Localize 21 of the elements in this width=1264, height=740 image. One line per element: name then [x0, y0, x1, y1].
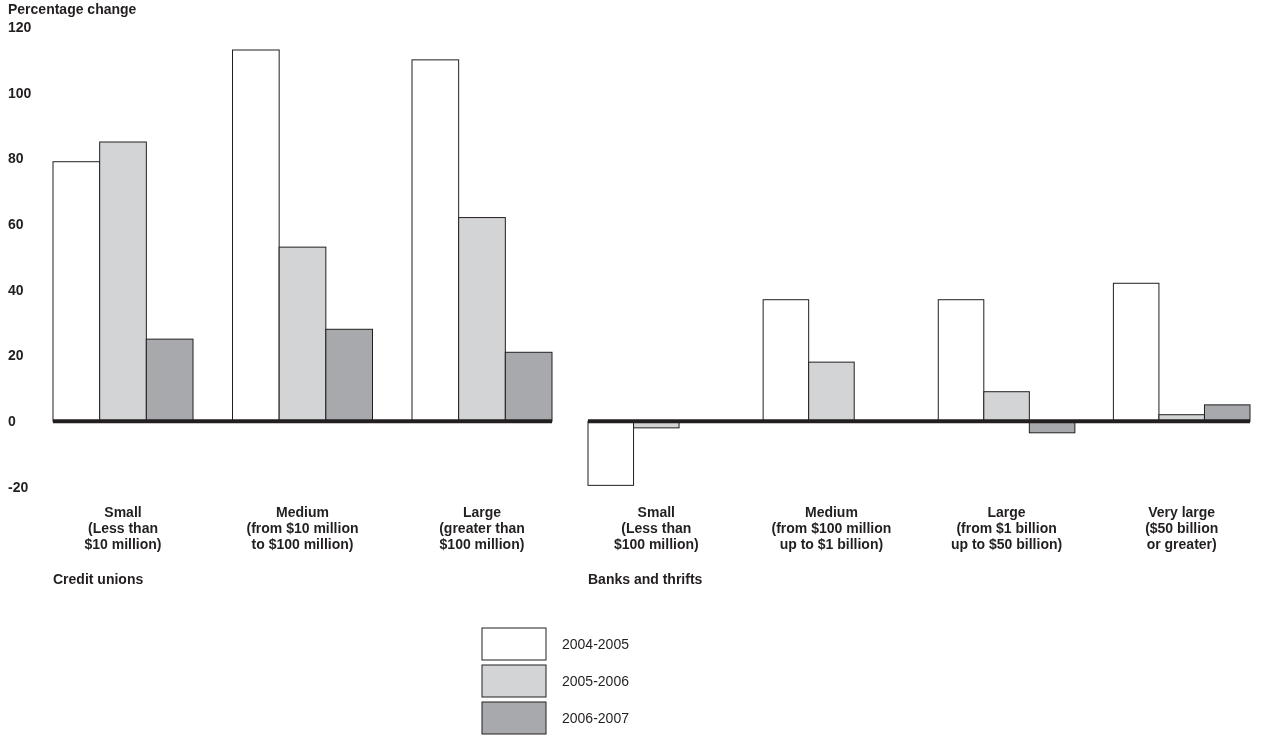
y-tick-label: 120: [8, 18, 32, 35]
x-axis-title: Credit unions: [53, 571, 144, 587]
y-tick-label: 0: [8, 413, 16, 430]
x-tick-label: Medium (from $10 million to $100 million): [246, 504, 359, 552]
y-tick-label: 20: [8, 347, 24, 364]
legend-label: 2006-2007: [562, 709, 630, 726]
y-tick-label: 80: [8, 150, 24, 167]
y-tick-label: 40: [8, 281, 24, 298]
x-tick-label: Small (Less than $100 million): [613, 504, 699, 552]
x-tick-label: Large (from $1 billion up to $50 billion): [950, 504, 1063, 552]
y-tick-label: -20: [8, 478, 29, 495]
x-tick-label: Very large ($50 billion or greater): [1145, 504, 1219, 552]
legend-label: 2004-2005: [562, 635, 630, 652]
x-tick-label: Large (greater than $100 million): [439, 504, 525, 552]
x-tick-label: Small (Less than $10 million): [84, 504, 162, 552]
y-tick-label: 60: [8, 216, 24, 233]
y-axis-title: Percentage change: [8, 1, 137, 17]
x-axis-title: Banks and thrifts: [588, 571, 703, 587]
x-tick-label: Medium (from $100 million up to $1 billion): [771, 504, 892, 552]
legend-label: 2005-2006: [562, 672, 630, 689]
y-tick-label: 100: [8, 84, 32, 101]
